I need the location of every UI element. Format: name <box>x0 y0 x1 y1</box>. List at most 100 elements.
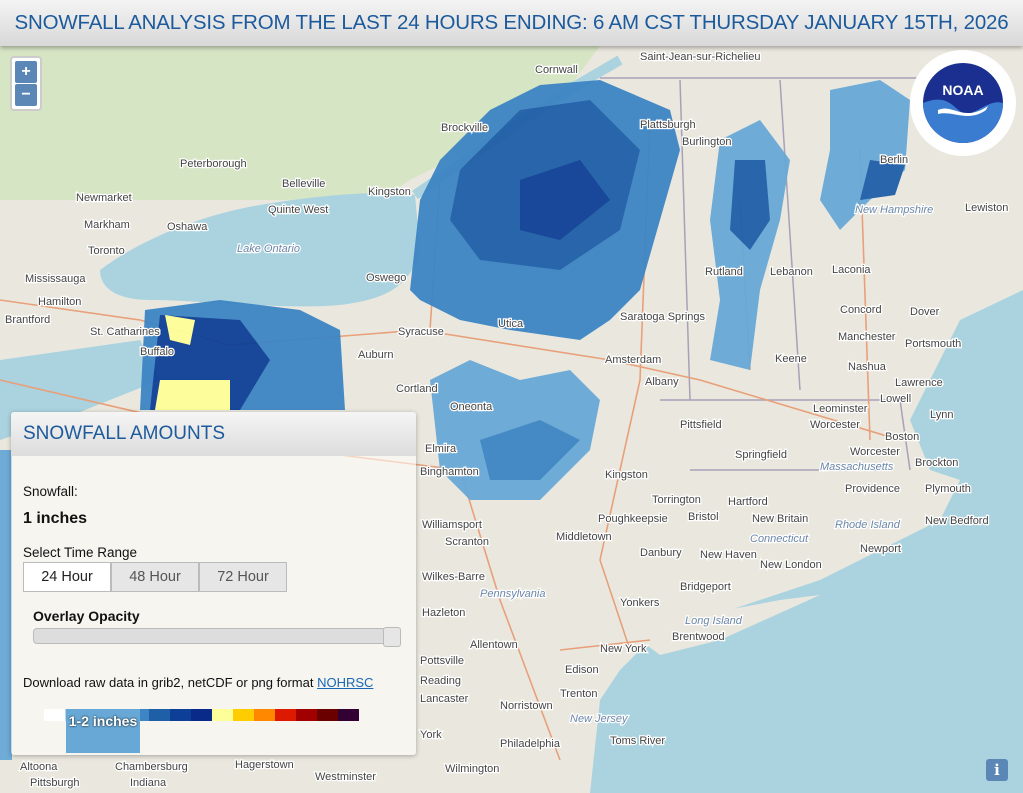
nohrsc-link[interactable]: NOHRSC <box>317 675 374 690</box>
tab-72-hour[interactable]: 72 Hour <box>199 562 287 592</box>
map-label: New Bedford <box>925 515 989 527</box>
map-label: Newport <box>860 543 901 555</box>
map-label: Brentwood <box>672 631 725 643</box>
map-label: Long Island <box>685 615 743 627</box>
map-label: Toronto <box>88 245 125 257</box>
lake-ontario <box>100 193 420 307</box>
map-label: Newmarket <box>76 192 132 204</box>
map-label: Wilkes-Barre <box>422 571 485 583</box>
svg-text:NOAA: NOAA <box>942 82 983 98</box>
map-label: Lebanon <box>770 266 813 278</box>
tab-24-hour[interactable]: 24 Hour <box>23 562 111 592</box>
map-label: Trenton <box>560 688 598 700</box>
map-label: Keene <box>775 353 807 365</box>
map-label: Pennsylvania <box>480 588 545 600</box>
map-label: Amsterdam <box>605 354 661 366</box>
legend-swatch <box>191 709 212 721</box>
legend-swatch <box>212 709 233 721</box>
map-label: Bristol <box>688 511 719 523</box>
map-label: Williamsport <box>422 519 482 531</box>
map-label: Cornwall <box>535 64 578 76</box>
map-label: Providence <box>845 483 900 495</box>
zoom-out-button[interactable]: − <box>15 84 37 106</box>
map-label: Oneonta <box>450 401 493 413</box>
map-label: Westminster <box>315 771 376 783</box>
map-label: Lewiston <box>965 202 1008 214</box>
map-label: Torrington <box>652 494 701 506</box>
map-label: Massachusetts <box>820 461 894 473</box>
map-label: Nashua <box>848 361 887 373</box>
map-label: Quinte West <box>268 204 328 216</box>
map-label: Scranton <box>445 536 489 548</box>
download-description: Download raw data in grib2, netCDF or pn… <box>23 675 318 690</box>
map-label: Pottsville <box>420 655 464 667</box>
map-label: Worcester <box>810 419 860 431</box>
map-label: Toms River <box>610 735 665 747</box>
snowfall-label: Snowfall: <box>23 484 78 499</box>
map-label: Peterborough <box>180 158 247 170</box>
opacity-slider[interactable] <box>33 627 401 647</box>
map-label: Concord <box>840 304 882 316</box>
map-label: Buffalo <box>140 346 174 358</box>
snowfall-value: 1 inches <box>23 510 88 527</box>
map-label: Elmira <box>425 443 457 455</box>
atlantic-ocean <box>590 290 1023 793</box>
map-label: Belleville <box>282 178 325 190</box>
map-label: Poughkeepsie <box>598 513 668 525</box>
map-label: Altoona <box>20 761 58 773</box>
time-range-selector: 24 Hour 48 Hour 72 Hour <box>23 562 287 592</box>
map-label: Leominster <box>813 403 868 415</box>
map-label: Brantford <box>5 314 50 326</box>
map-label: Portsmouth <box>905 338 961 350</box>
page-title: SNOWFALL ANALYSIS FROM THE LAST 24 HOURS… <box>0 0 1023 46</box>
map-label: Cortland <box>396 383 438 395</box>
map-label: Lawrence <box>895 377 943 389</box>
opacity-slider-thumb[interactable] <box>383 627 401 647</box>
zoom-in-button[interactable]: + <box>15 61 37 83</box>
map-label: Philadelphia <box>500 738 561 750</box>
map-label: Oswego <box>366 272 406 284</box>
map-label: Worcester <box>850 446 900 458</box>
map-labels: Cornwall Saint-Jean-sur-Richelieu Brockvil… <box>4 50 1010 791</box>
map-label: Lancaster <box>420 693 469 705</box>
map-label: Binghamton <box>420 466 479 478</box>
map-label: Pittsburgh <box>30 777 80 789</box>
legend-highlight: 1-2 inches <box>66 709 140 753</box>
map-label: Utica <box>498 318 524 330</box>
map-label: Edison <box>565 664 599 676</box>
map-label: Burlington <box>682 136 732 148</box>
legend-swatch <box>317 709 338 721</box>
map-label: Albany <box>645 376 679 388</box>
map-label: Allentown <box>470 639 518 651</box>
map-label: Kingston <box>368 186 411 198</box>
tab-48-hour[interactable]: 48 Hour <box>111 562 199 592</box>
download-text: Download raw data in grib2, netCDF or pn… <box>23 675 373 690</box>
map-label: Dover <box>910 306 940 318</box>
snowfall-overlay <box>0 80 910 760</box>
map-label: Manchester <box>838 331 896 343</box>
map-label: Plattsburgh <box>640 119 696 131</box>
map-label: Springfield <box>735 449 787 461</box>
panel-title: SNOWFALL AMOUNTS <box>11 412 416 456</box>
time-range-label: Select Time Range <box>23 545 138 560</box>
opacity-label: Overlay Opacity <box>33 608 140 624</box>
map-label: Connecticut <box>750 533 809 545</box>
map-label: St. Catharines <box>90 326 160 338</box>
map-label: Kingston <box>605 469 648 481</box>
legend-swatch <box>149 709 170 721</box>
map-label: Lynn <box>930 409 953 421</box>
map-label: Lowell <box>880 393 911 405</box>
map-label: New Hampshire <box>855 204 933 216</box>
map-label: Brockville <box>441 122 488 134</box>
map-label: Pittsfield <box>680 419 722 431</box>
map-label: Saint-Jean-sur-Richelieu <box>640 51 760 63</box>
map-label: Reading <box>420 675 461 687</box>
map-label: Brockton <box>915 457 958 469</box>
snowfall-amounts-panel: SNOWFALL AMOUNTS Snowfall: 1 inches Sele… <box>11 412 416 755</box>
info-button[interactable]: i <box>986 759 1008 781</box>
map-label: New Haven <box>700 549 757 561</box>
map-label: Rutland <box>705 266 743 278</box>
map-label: New York <box>600 643 647 655</box>
map-label: Bridgeport <box>680 581 731 593</box>
